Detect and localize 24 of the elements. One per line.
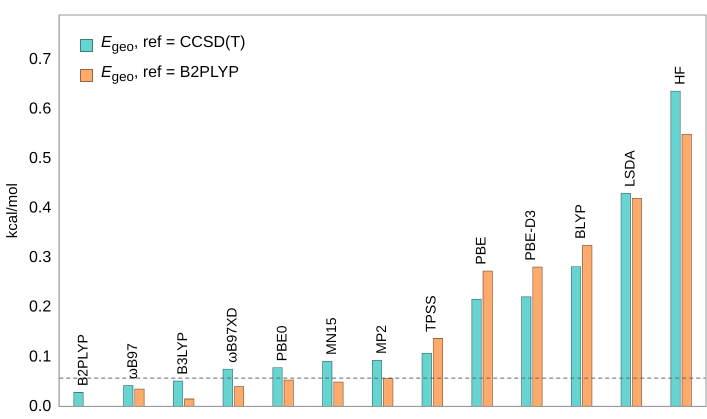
x-tick-label: PBE0 xyxy=(273,325,290,362)
y-tick-label: 0.2 xyxy=(28,298,52,316)
y-tick-label: 0.5 xyxy=(28,150,52,168)
x-tick-label: TPSS xyxy=(422,295,439,332)
x-tick-label: ωB97XD xyxy=(224,307,240,363)
x-tick-label: B2PLYP xyxy=(74,334,90,386)
y-tick-label: 0.6 xyxy=(28,100,52,118)
x-tick-label: B3LYP xyxy=(174,332,190,375)
x-tick-label: PBE xyxy=(472,236,488,265)
legend-label: E$_{geo}$, ref = B2PLYP xyxy=(101,63,240,86)
x-tick-label: BLYP xyxy=(572,204,588,239)
x-tick-label: MN15 xyxy=(323,317,340,355)
y-axis-title: kcal/mol xyxy=(4,183,22,238)
y-tick-label: 0.3 xyxy=(28,249,52,266)
x-tick-label: PBE-D3 xyxy=(522,210,538,261)
x-tick-label: ωB97 xyxy=(124,343,140,380)
y-tick-label: 0.1 xyxy=(28,348,52,366)
y-tick-label: 0.4 xyxy=(28,200,52,217)
x-tick-label: LSDA xyxy=(622,150,638,187)
x-tick-label: MP2 xyxy=(372,324,389,354)
y-tick-label: 0.7 xyxy=(28,50,52,68)
y-tick-label: 0.0 xyxy=(28,398,52,415)
x-tick-label: HF xyxy=(671,66,688,85)
legend-label: E$_{geo}$, ref = CCSD(T) xyxy=(101,33,246,56)
